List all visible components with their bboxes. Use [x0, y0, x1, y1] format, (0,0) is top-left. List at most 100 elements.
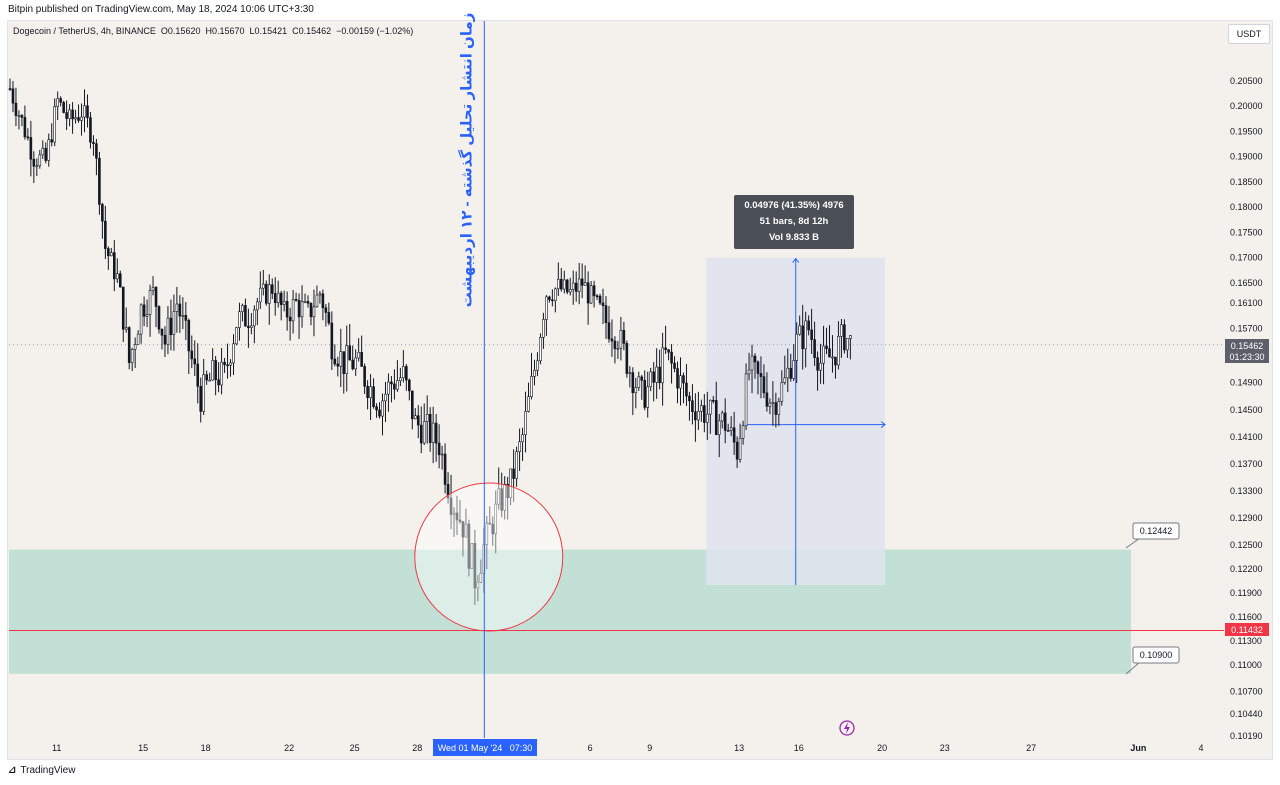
time-tick-label: 18: [201, 743, 211, 753]
candle-body: [476, 581, 480, 589]
price-tick-label: 0.10190: [1230, 731, 1263, 741]
candle-body: [288, 316, 292, 322]
candle-body: [533, 369, 536, 377]
candle-body: [792, 360, 796, 379]
candle-body: [220, 361, 223, 386]
candle-body: [679, 375, 682, 389]
time-tick-label: 20: [877, 743, 887, 753]
candle-body: [416, 415, 420, 426]
candle-body: [753, 355, 757, 363]
price-tick-label: 0.10440: [1230, 709, 1263, 719]
candle-body: [604, 305, 608, 323]
candle-body: [524, 411, 527, 436]
candle-body: [685, 382, 688, 397]
candle-body: [273, 293, 277, 304]
candle-body: [562, 279, 566, 290]
candle-body: [437, 442, 441, 456]
candle-body: [151, 287, 155, 291]
time-tick-label: 13: [734, 743, 744, 753]
candle-body: [744, 373, 748, 427]
zone-bottom-callout[interactable]: 0.10900: [1125, 646, 1180, 675]
candle-body: [136, 333, 140, 345]
time-tick-label: 25: [350, 743, 360, 753]
time-tick-label: 9: [647, 743, 652, 753]
candle-body: [339, 351, 343, 367]
price-tick-label: 0.17000: [1230, 253, 1263, 263]
candle-body: [267, 284, 271, 304]
candle-body: [142, 304, 146, 317]
candle-body: [434, 422, 438, 444]
price-tick-label: 0.11900: [1230, 588, 1262, 598]
candle-body: [646, 386, 650, 408]
candle-body: [774, 402, 778, 415]
zone-top-callout[interactable]: 0.12442: [1125, 522, 1180, 549]
lightning-icon[interactable]: [839, 720, 855, 736]
candle-body: [92, 141, 95, 144]
candle-body: [601, 302, 605, 306]
candle-body: [74, 117, 77, 120]
candle-body: [402, 366, 405, 379]
candle-body: [214, 360, 217, 381]
candle-body: [637, 376, 641, 388]
candle-body: [291, 299, 295, 322]
candle-body: [208, 379, 211, 382]
legend-high: H0.15670: [205, 26, 245, 36]
candle-body: [750, 355, 754, 371]
candle-body: [261, 283, 265, 289]
candle-body: [32, 158, 36, 167]
candle-body: [714, 400, 718, 435]
candle-body: [56, 98, 59, 107]
candle-body: [735, 441, 739, 460]
price-tick-label: 0.17500: [1230, 227, 1263, 237]
candle-body: [68, 109, 71, 119]
currency-button[interactable]: USDT: [1228, 24, 1270, 44]
candle-body: [521, 434, 524, 443]
candle-body: [113, 252, 116, 280]
candle-body: [708, 399, 712, 415]
candle-body: [598, 295, 602, 304]
candle-body: [452, 512, 456, 515]
candle-body: [399, 377, 402, 381]
footer-branding: ⊿ TradingView: [8, 765, 75, 776]
time-tick-label: 4: [1198, 743, 1203, 753]
price-tick-label: 0.14500: [1230, 405, 1263, 415]
candle-body: [479, 572, 483, 583]
price-tick-label: 0.14900: [1230, 378, 1263, 388]
candle-body: [47, 139, 51, 161]
candle-body: [470, 543, 474, 569]
price-axis[interactable]: 0.20500 0.20000 0.19500 0.19000 0.18500 0.180…: [1230, 76, 1263, 741]
candle-body: [488, 522, 492, 525]
highlight-circle[interactable]: [414, 482, 564, 632]
price-tick-label: 0.16100: [1230, 298, 1263, 308]
candle-body: [527, 396, 530, 412]
time-tick-label: 6: [588, 743, 593, 753]
legend-low: L0.15421: [249, 26, 288, 36]
candle-body: [667, 349, 670, 353]
time-axis[interactable]: 11 15 18 22 25 28 6 9 13 16 20 23 27 Jun 4: [52, 743, 1203, 753]
candle-body: [500, 488, 504, 511]
candle-body: [83, 105, 86, 118]
tradingview-logo-icon: ⊿: [8, 765, 17, 776]
candle-body: [640, 376, 644, 381]
candle-body: [664, 347, 667, 350]
demand-zone[interactable]: [9, 549, 1131, 674]
candle-body: [127, 327, 131, 363]
candle-body: [303, 301, 307, 303]
candle-body: [786, 367, 790, 379]
candle-body: [86, 105, 89, 118]
candle-body: [622, 329, 626, 344]
candle-body: [846, 338, 849, 351]
published-text: Bitpin published on TradingView.com, May…: [8, 4, 314, 15]
candle-body: [577, 278, 581, 292]
candle-body: [62, 102, 65, 113]
candle-body: [107, 248, 110, 257]
price-tick-label: 0.20000: [1230, 101, 1263, 111]
current-price-value: 0.15462: [1231, 341, 1264, 351]
legend-symbol[interactable]: Dogecoin / TetherUS, 4h, BINANCE: [13, 26, 156, 36]
candle-body: [586, 282, 590, 304]
candle-body: [139, 304, 143, 335]
candle-body: [387, 381, 390, 395]
price-tick-label: 0.12200: [1230, 564, 1263, 574]
candle-body: [187, 320, 191, 352]
